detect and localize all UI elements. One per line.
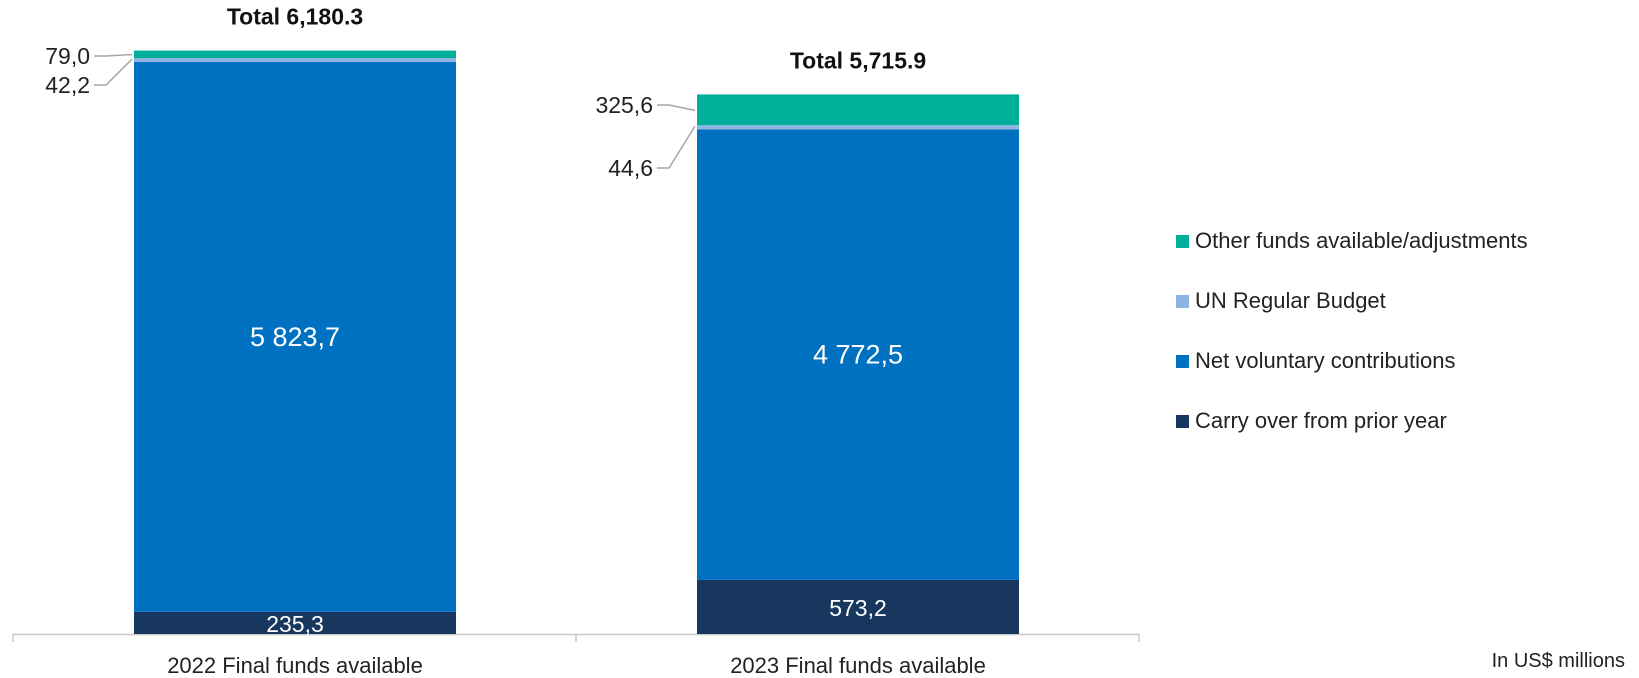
unit-note: In US$ millions	[1491, 650, 1625, 672]
data-label-0-3: 79,0	[45, 43, 90, 69]
legend-label: UN Regular Budget	[1195, 288, 1386, 313]
data-label-0-2: 42,2	[45, 72, 90, 98]
total-label-0: Total 6,180.3	[227, 4, 363, 30]
x-tick-label-0: 2022 Final funds available	[167, 653, 423, 678]
bar-1-carry-over-from-prior-year	[697, 579, 1019, 634]
legend-swatch	[1176, 414, 1189, 428]
data-label-1-2: 44,6	[608, 155, 653, 181]
data-label-0-1: 5 823,7	[250, 322, 340, 352]
bar-1-net-voluntary-contributions	[697, 129, 1019, 580]
leader-line-0-3	[94, 53, 133, 57]
bar-1-other-funds-available-adjustments	[697, 94, 1019, 126]
data-label-0-0: 235,3	[266, 611, 324, 637]
total-label-1: Total 5,715.9	[790, 47, 926, 73]
bar-1-un-regular-budget	[697, 125, 1019, 130]
legend-swatch	[1176, 354, 1189, 368]
legend-item-other-funds-available-adjustments: Other funds available/adjustments	[1176, 228, 1528, 254]
leader-line-1-3	[657, 104, 696, 112]
data-label-1-3: 325,6	[595, 92, 653, 118]
legend-swatch	[1176, 234, 1189, 248]
bar-0-un-regular-budget	[134, 58, 456, 63]
legend-item-net-voluntary-contributions: Net voluntary contributions	[1176, 348, 1528, 374]
legend-label: Other funds available/adjustments	[1195, 228, 1528, 253]
legend-swatch	[1176, 294, 1189, 308]
bar-0-carry-over-from-prior-year	[134, 611, 456, 634]
legend-label: Carry over from prior year	[1195, 408, 1447, 433]
legend-item-carry-over-from-prior-year: Carry over from prior year	[1176, 408, 1528, 434]
bar-0-other-funds-available-adjustments	[134, 50, 456, 59]
legend-item-un-regular-budget: UN Regular Budget	[1176, 288, 1528, 314]
data-label-1-0: 573,2	[829, 595, 887, 621]
data-label-1-1: 4 772,5	[813, 340, 903, 370]
leader-line-1-2	[657, 125, 696, 169]
chart-legend: Other funds available/adjustments UN Regu…	[1176, 228, 1528, 468]
x-tick-label-1: 2023 Final funds available	[730, 653, 986, 678]
leader-line-0-2	[94, 58, 133, 86]
bar-0-net-voluntary-contributions	[134, 62, 456, 612]
legend-label: Net voluntary contributions	[1195, 348, 1456, 373]
